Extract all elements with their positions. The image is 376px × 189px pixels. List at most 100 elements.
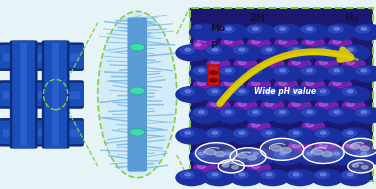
Circle shape xyxy=(284,128,316,144)
Circle shape xyxy=(221,79,243,91)
Circle shape xyxy=(248,79,270,91)
Circle shape xyxy=(307,28,312,30)
Circle shape xyxy=(315,130,329,137)
Circle shape xyxy=(315,100,338,112)
Circle shape xyxy=(284,45,316,61)
Circle shape xyxy=(293,132,299,134)
Circle shape xyxy=(217,24,248,40)
Circle shape xyxy=(329,150,343,158)
Circle shape xyxy=(180,171,194,178)
Circle shape xyxy=(261,59,284,70)
Circle shape xyxy=(348,160,374,173)
Circle shape xyxy=(252,81,259,85)
Circle shape xyxy=(325,107,356,123)
Text: 2H⁺: 2H⁺ xyxy=(249,13,270,23)
Circle shape xyxy=(215,151,225,157)
Circle shape xyxy=(261,88,275,95)
Circle shape xyxy=(293,60,300,65)
Circle shape xyxy=(203,45,235,61)
Circle shape xyxy=(338,128,370,144)
Circle shape xyxy=(347,48,353,51)
Circle shape xyxy=(197,81,205,85)
Circle shape xyxy=(343,59,365,70)
FancyBboxPatch shape xyxy=(0,45,83,68)
Circle shape xyxy=(248,38,270,49)
Circle shape xyxy=(293,144,300,148)
Circle shape xyxy=(247,150,262,158)
Circle shape xyxy=(271,146,282,151)
Circle shape xyxy=(361,111,367,114)
Circle shape xyxy=(185,90,191,93)
Circle shape xyxy=(329,67,343,74)
Circle shape xyxy=(352,24,376,40)
Circle shape xyxy=(220,67,235,74)
Circle shape xyxy=(325,66,356,82)
FancyBboxPatch shape xyxy=(0,118,84,147)
Circle shape xyxy=(180,46,194,54)
Ellipse shape xyxy=(98,11,177,178)
Circle shape xyxy=(252,164,259,169)
Circle shape xyxy=(261,171,275,178)
Circle shape xyxy=(315,46,329,54)
Circle shape xyxy=(302,109,316,116)
Circle shape xyxy=(329,79,352,91)
Circle shape xyxy=(234,100,257,112)
Circle shape xyxy=(352,66,376,82)
Circle shape xyxy=(194,150,208,158)
Text: Wide pH value: Wide pH value xyxy=(254,87,316,95)
Circle shape xyxy=(230,148,266,166)
Circle shape xyxy=(271,66,302,82)
Circle shape xyxy=(274,109,289,116)
Circle shape xyxy=(266,48,272,51)
Circle shape xyxy=(280,28,285,30)
Circle shape xyxy=(194,109,208,116)
Circle shape xyxy=(288,88,302,95)
Circle shape xyxy=(279,40,287,44)
Circle shape xyxy=(261,100,284,112)
FancyArrowPatch shape xyxy=(221,53,358,104)
Circle shape xyxy=(356,67,370,74)
Circle shape xyxy=(247,26,262,33)
Circle shape xyxy=(130,43,145,51)
Circle shape xyxy=(203,170,235,186)
Circle shape xyxy=(239,132,245,134)
Circle shape xyxy=(329,38,352,49)
Circle shape xyxy=(211,102,219,106)
Circle shape xyxy=(293,102,300,106)
Circle shape xyxy=(266,173,272,176)
Circle shape xyxy=(253,69,258,72)
Circle shape xyxy=(252,123,259,127)
Circle shape xyxy=(334,69,340,72)
Circle shape xyxy=(356,150,370,158)
Circle shape xyxy=(257,170,289,186)
Circle shape xyxy=(210,78,217,82)
Circle shape xyxy=(217,149,248,165)
Bar xyxy=(208,65,219,85)
Circle shape xyxy=(320,102,327,106)
Circle shape xyxy=(352,164,359,167)
Circle shape xyxy=(194,38,216,49)
Circle shape xyxy=(234,46,248,54)
Circle shape xyxy=(307,69,312,72)
Circle shape xyxy=(274,26,289,33)
Circle shape xyxy=(288,59,311,70)
Circle shape xyxy=(288,171,302,178)
Circle shape xyxy=(199,28,204,30)
Circle shape xyxy=(261,130,275,137)
Circle shape xyxy=(266,132,272,134)
Text: Mo: Mo xyxy=(211,24,226,33)
Circle shape xyxy=(347,90,353,93)
Circle shape xyxy=(275,38,297,49)
FancyBboxPatch shape xyxy=(0,43,84,71)
Circle shape xyxy=(248,121,270,132)
Circle shape xyxy=(307,152,312,155)
Circle shape xyxy=(306,81,314,85)
Circle shape xyxy=(338,170,370,186)
Circle shape xyxy=(271,24,302,40)
Circle shape xyxy=(207,59,230,70)
Circle shape xyxy=(176,87,208,102)
Circle shape xyxy=(212,132,218,134)
Circle shape xyxy=(194,163,216,174)
FancyBboxPatch shape xyxy=(127,17,147,172)
Circle shape xyxy=(244,107,275,123)
